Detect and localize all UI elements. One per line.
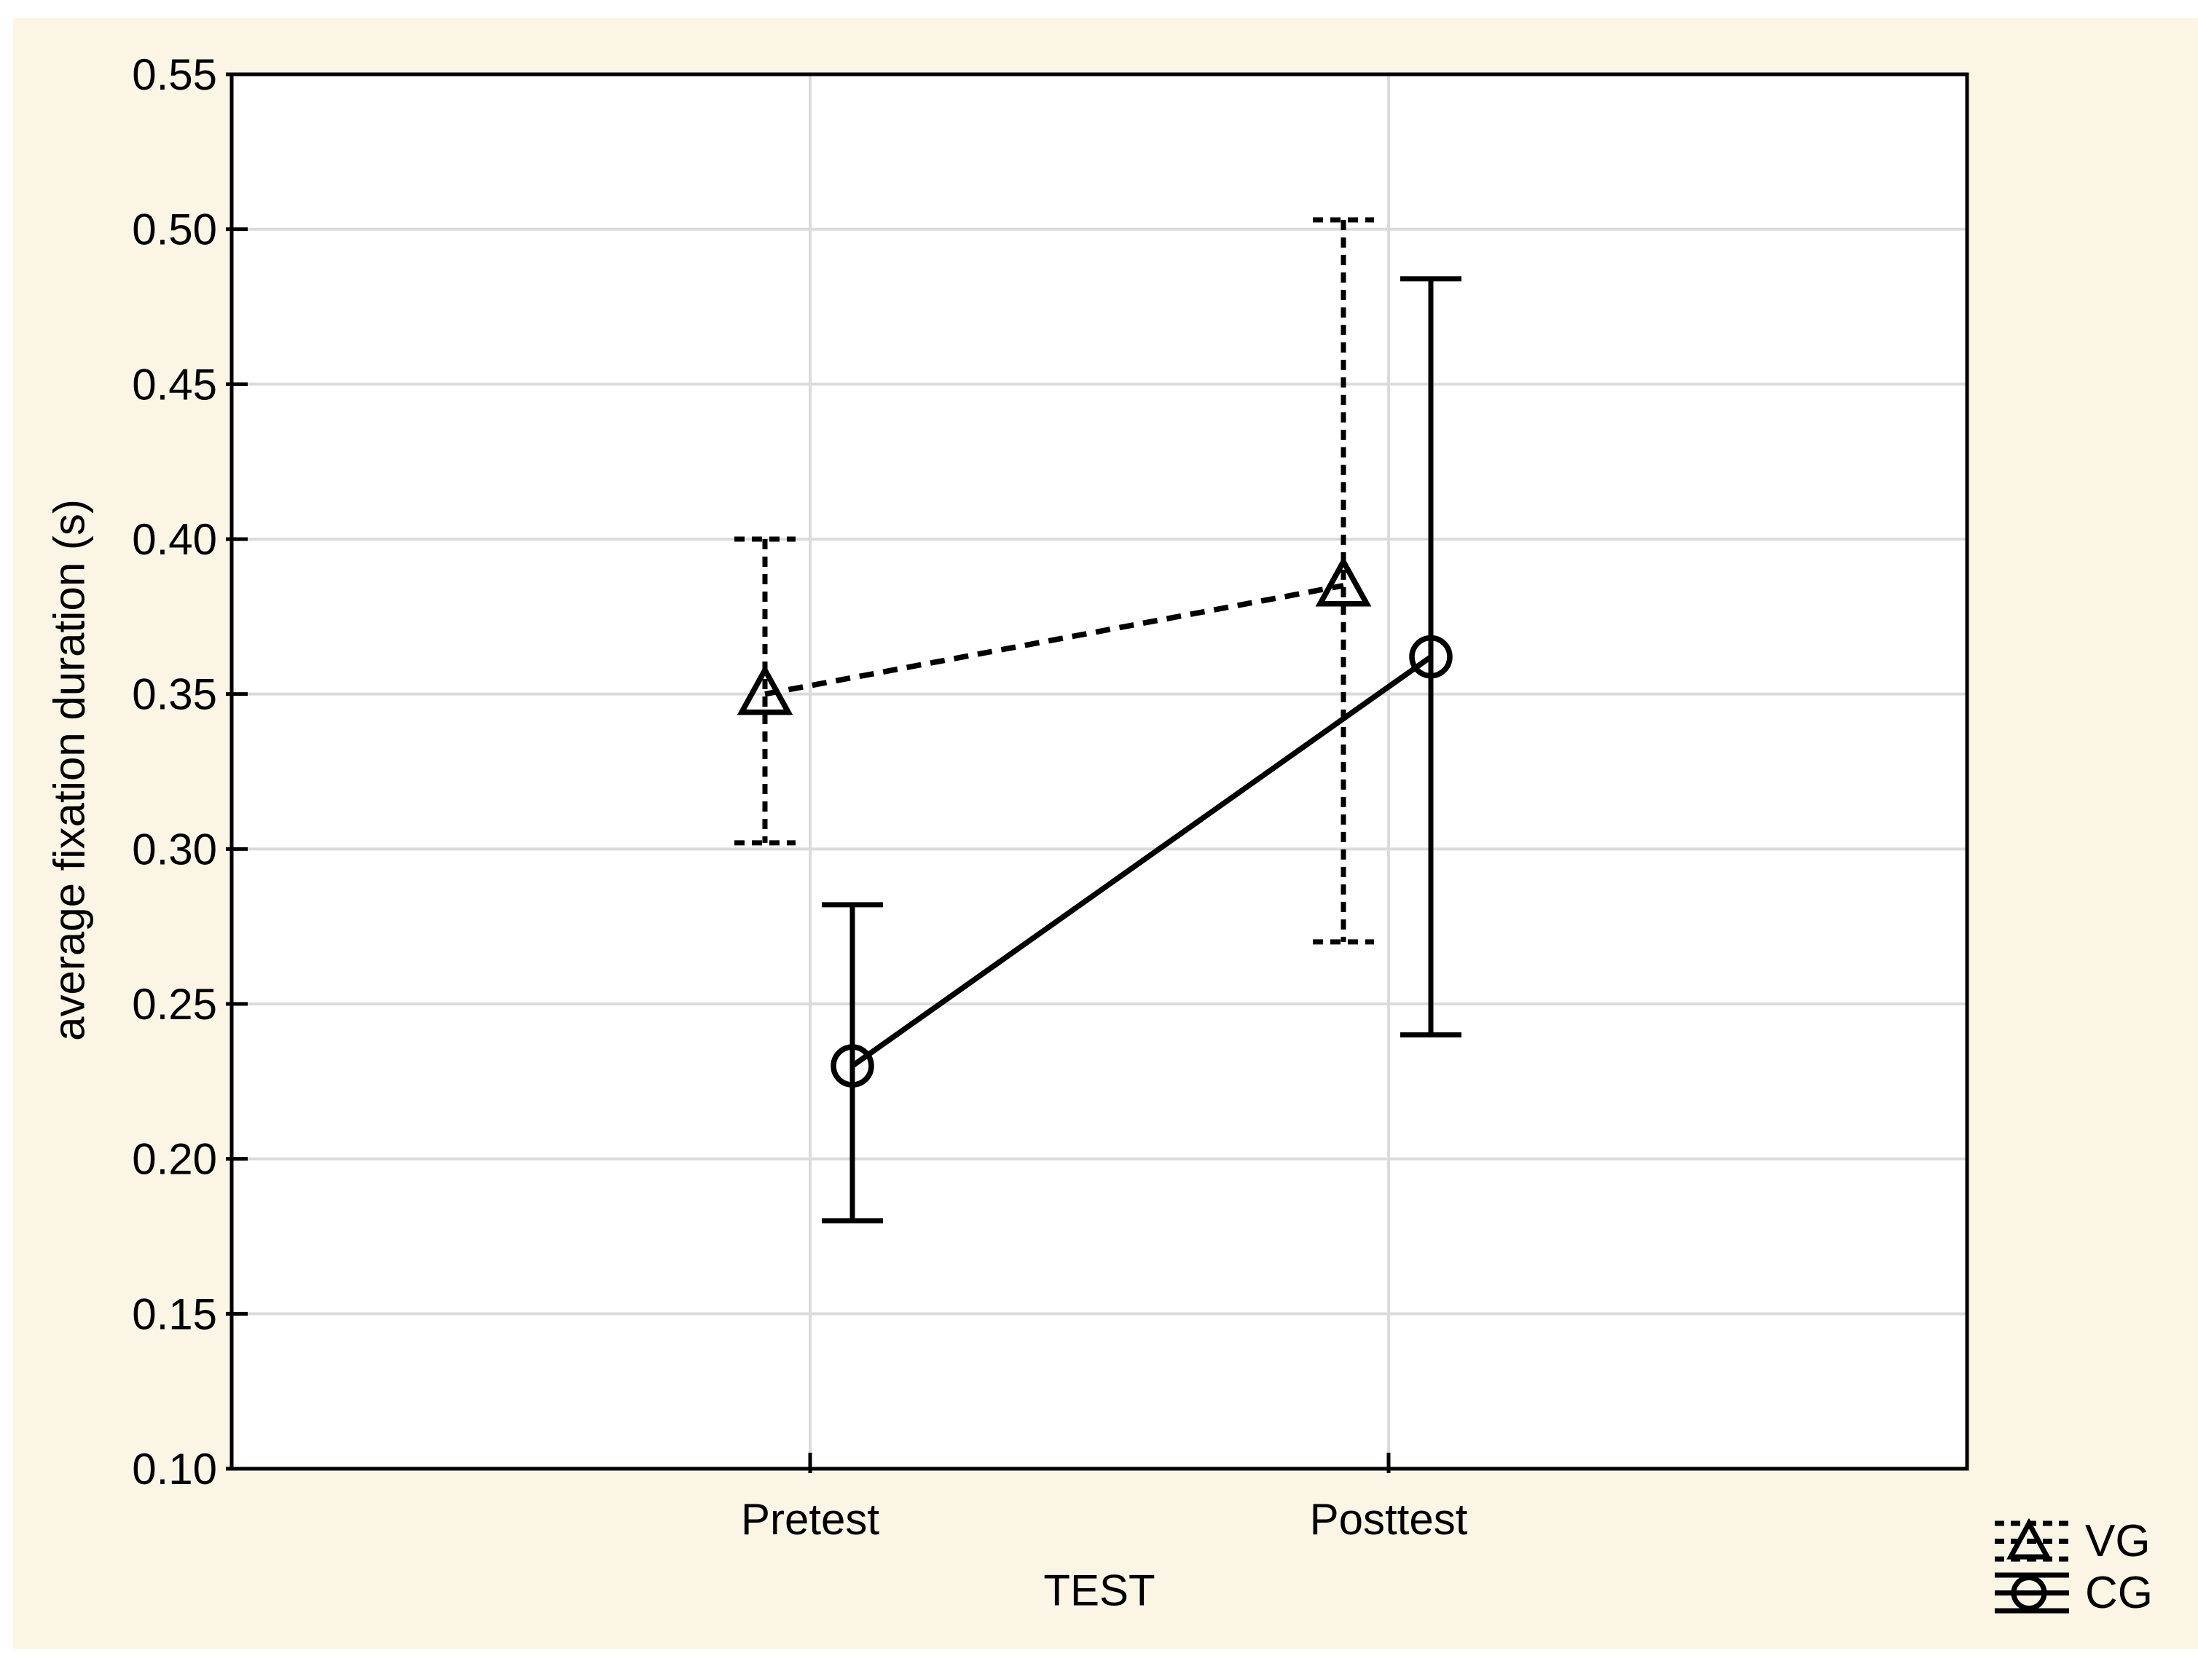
x-category-label: Pretest — [741, 1495, 879, 1544]
legend-triangle-marker — [2006, 1518, 2052, 1560]
series-line — [850, 654, 1433, 1069]
y-tick-label: 0.50 — [132, 205, 217, 254]
y-tick-label: 0.20 — [132, 1135, 217, 1184]
triangle-marker — [737, 664, 793, 715]
plot-frame — [229, 72, 1969, 1471]
y-tick-label: 0.45 — [132, 360, 217, 409]
y-tick-label: 0.30 — [132, 825, 217, 874]
vg-triangle-dashed-legend-icon — [1995, 1518, 2069, 1562]
circle-marker — [1409, 635, 1453, 679]
series-cg — [822, 276, 1461, 1224]
triangle-marker — [1315, 556, 1372, 607]
series-vg — [734, 217, 1374, 945]
legend-row-cg: CG — [1995, 1570, 2153, 1616]
cg-circle-solid-legend-icon — [1995, 1572, 2069, 1614]
circle-marker — [831, 1044, 874, 1088]
x-category-label: Posttest — [1310, 1495, 1468, 1544]
x-axis-title: TEST — [1043, 1566, 1155, 1615]
y-tick-label: 0.25 — [132, 980, 217, 1029]
y-tick-label: 0.55 — [132, 50, 217, 99]
legend-label-cg: CG — [2085, 1568, 2153, 1618]
y-axis-title: average fixation duration (s) — [44, 499, 94, 1041]
y-tick-label: 0.35 — [132, 670, 217, 719]
y-tick-label: 0.15 — [132, 1290, 217, 1338]
plot-area — [232, 74, 1967, 1469]
gridlines — [232, 74, 1967, 1469]
y-tick-label: 0.10 — [132, 1445, 217, 1493]
y-tick-label: 0.40 — [132, 515, 217, 564]
series-line — [764, 583, 1344, 697]
axes: 0.55 0.50 0.45 0.40 0.35 0.30 0.25 0.20 0.15 0.10… — [132, 50, 1467, 1544]
legend-row-vg: VG — [1995, 1518, 2153, 1564]
legend-label-vg: VG — [2085, 1516, 2151, 1566]
legend-circle-marker — [2011, 1575, 2047, 1611]
legend: VG CG — [1995, 1518, 2153, 1616]
